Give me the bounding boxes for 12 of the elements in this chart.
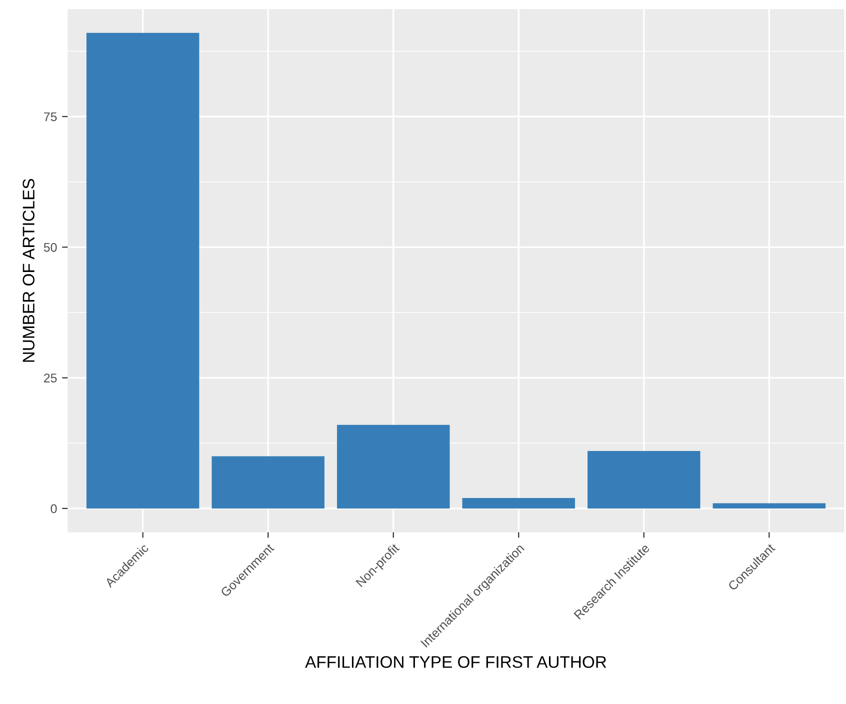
bar — [462, 498, 575, 508]
x-axis-title: AFFILIATION TYPE OF FIRST AUTHOR — [305, 656, 606, 668]
bar — [336, 424, 450, 508]
y-axis-title: NUMBER OF ARTICLES — [22, 178, 35, 362]
bar — [212, 456, 324, 508]
y-tick-label: 0 — [50, 504, 57, 514]
bar — [588, 450, 700, 508]
y-tick-label: 50 — [44, 242, 57, 252]
bar — [712, 503, 826, 508]
bar — [86, 32, 200, 508]
y-tick-label: 75 — [44, 112, 57, 122]
y-tick-label: 25 — [44, 374, 57, 382]
